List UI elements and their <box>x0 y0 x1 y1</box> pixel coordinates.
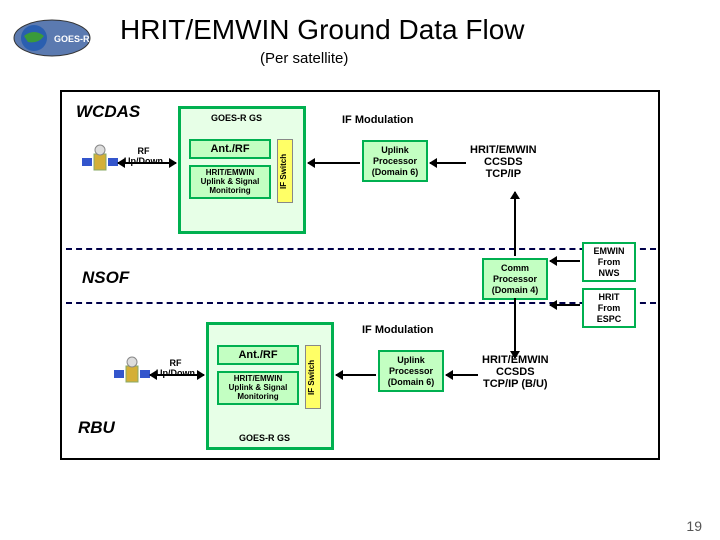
arrow-sat-gs-1 <box>118 162 176 164</box>
satellite-icon-2 <box>112 354 152 394</box>
page-number: 19 <box>686 518 702 534</box>
gs-label-top: GOES-R GS <box>211 113 262 123</box>
mon-1: HRIT/EMWIN Uplink & Signal Monitoring <box>189 165 271 199</box>
diagram-frame: WCDAS NSOF RBU RF Up/Down GOES-R GS Ant.… <box>60 90 660 460</box>
nsof-label: NSOF <box>82 268 129 288</box>
arrow-down-comm <box>514 298 516 358</box>
if-mod-1: IF Modulation <box>342 114 413 126</box>
uplink-proc-1: Uplink Processor (Domain 6) <box>362 140 428 182</box>
if-mod-2: IF Modulation <box>362 324 433 336</box>
gs-box-wcdas: GOES-R GS Ant./RF HRIT/EMWIN Uplink & Si… <box>178 106 306 234</box>
hrit-ccsds-bu: HRIT/EMWIN CCSDS TCP/IP (B/U) <box>482 354 549 390</box>
arrow-ifmod-2 <box>336 374 376 376</box>
rbu-label: RBU <box>78 418 115 438</box>
svg-text:GOES-R: GOES-R <box>54 34 90 44</box>
uplink-proc-2: Uplink Processor (Domain 6) <box>378 350 444 392</box>
page-subtitle: (Per satellite) <box>260 50 348 67</box>
comm-proc: Comm Processor (Domain 4) <box>482 258 548 300</box>
if-switch-2: IF Switch <box>305 345 321 409</box>
mon-2: HRIT/EMWIN Uplink & Signal Monitoring <box>217 371 299 405</box>
wcdas-label: WCDAS <box>76 102 140 122</box>
hrit-ccsds-1: HRIT/EMWIN CCSDS TCP/IP <box>470 144 537 180</box>
gs-label-bottom: GOES-R GS <box>239 433 290 443</box>
arrow-hrit <box>550 304 580 306</box>
goes-logo: GOES-R <box>12 18 92 58</box>
emwin-nws: EMWIN From NWS <box>582 242 636 282</box>
arrow-ccsds-2 <box>446 374 478 376</box>
arrow-emwin <box>550 260 580 262</box>
ant-rf-1: Ant./RF <box>189 139 271 159</box>
page-title: HRIT/EMWIN Ground Data Flow <box>120 14 525 46</box>
arrow-ccsds-1 <box>430 162 466 164</box>
dash-sep-1 <box>66 248 656 250</box>
if-switch-1: IF Switch <box>277 139 293 203</box>
satellite-icon <box>80 142 120 182</box>
arrow-up-comm <box>514 192 516 256</box>
gs-box-rbu: Ant./RF HRIT/EMWIN Uplink & Signal Monit… <box>206 322 334 450</box>
arrow-sat-gs-2 <box>150 374 204 376</box>
hrit-espc: HRIT From ESPC <box>582 288 636 328</box>
ant-rf-2: Ant./RF <box>217 345 299 365</box>
arrow-ifmod-1 <box>308 162 360 164</box>
